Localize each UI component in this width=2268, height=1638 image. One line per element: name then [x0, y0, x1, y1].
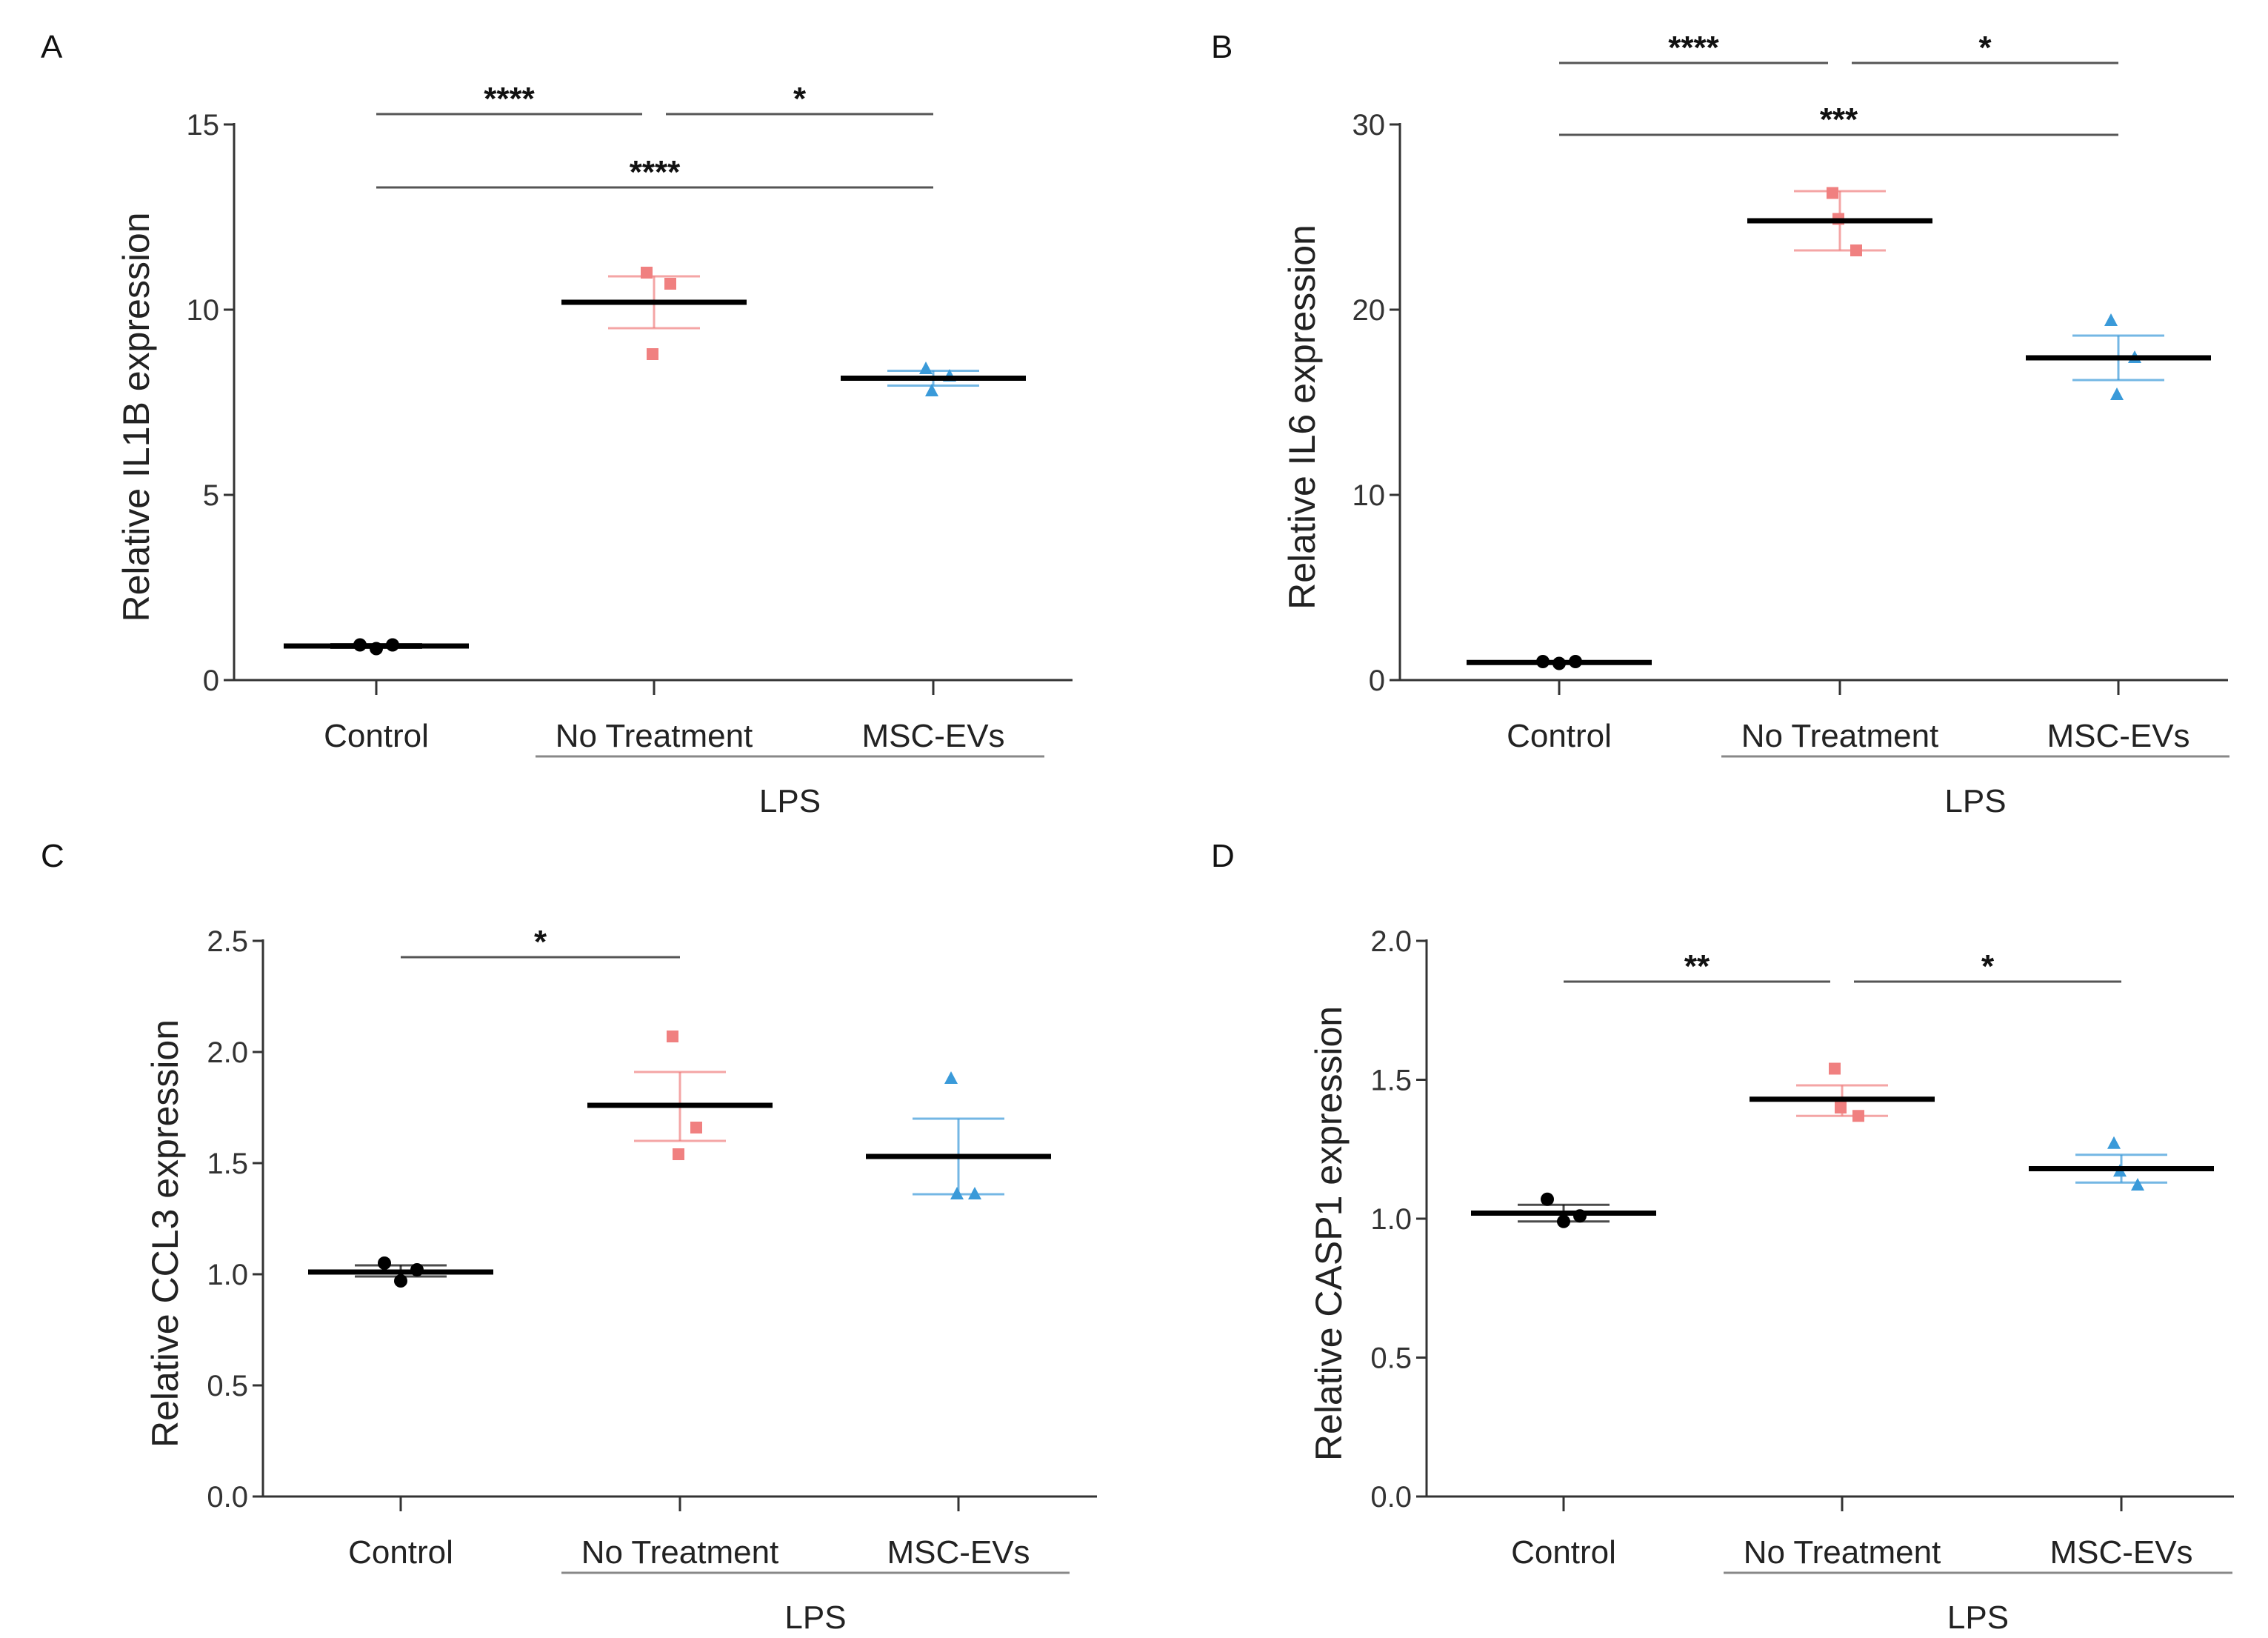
data-point [2131, 1178, 2144, 1191]
series-msc-evs [2029, 1136, 2214, 1191]
data-point [1557, 1214, 1570, 1228]
y-axis-label: Relative CCL3 expression [144, 1019, 186, 1448]
series-no-treatment [587, 1031, 773, 1160]
series-control [1467, 655, 1652, 670]
data-point [2107, 1136, 2121, 1149]
series-no-treatment [561, 267, 747, 360]
x-tick-label: Control [348, 1534, 453, 1571]
series-no-treatment [1747, 187, 1932, 256]
data-point [925, 384, 938, 396]
group-label: LPS [759, 783, 821, 819]
panel-c: C 0.0 0.5 1.0 1.5 2.0 2.5 Relative CCL3 express… [41, 838, 1097, 1636]
x-tick-label: MSC-EVs [887, 1534, 1030, 1571]
data-point [944, 1071, 958, 1084]
significance-label: **** [630, 154, 681, 190]
group-label: LPS [1947, 1599, 2009, 1636]
y-tick-label: 10 [1353, 479, 1386, 512]
series-msc-evs [841, 362, 1026, 396]
series-msc-evs [2026, 313, 2211, 400]
y-axis-label: Relative IL1B expression [116, 212, 157, 622]
series-control [308, 1256, 493, 1288]
y-tick-label: 1.5 [1370, 1065, 1412, 1097]
data-point [919, 362, 933, 374]
y-tick-label: 1.0 [1370, 1203, 1412, 1236]
y-tick-label: 30 [1353, 109, 1386, 142]
data-point [378, 1256, 391, 1270]
panel-label: C [41, 838, 64, 874]
data-point [950, 1187, 964, 1199]
x-tick-label: Control [1511, 1534, 1616, 1571]
y-axis-label: Relative CASP1 expression [1308, 1006, 1350, 1461]
significance-label: * [793, 81, 807, 117]
y-tick-label: 0.5 [1370, 1342, 1412, 1375]
significance-label: **** [484, 81, 535, 117]
significance-label: ** [1684, 948, 1710, 985]
significance-label: *** [1820, 101, 1858, 138]
group-label: LPS [1944, 783, 2006, 819]
series-msc-evs [866, 1071, 1051, 1199]
y-axis-label: Relative IL6 expression [1281, 224, 1323, 610]
data-point [1850, 244, 1862, 256]
data-point [1835, 1102, 1847, 1113]
y-tick-label: 15 [187, 109, 220, 142]
data-point [968, 1187, 981, 1199]
panel-label: A [41, 29, 63, 65]
y-tick-label: 2.5 [207, 925, 248, 958]
data-point [1827, 187, 1838, 199]
data-point [664, 278, 676, 290]
data-point [1541, 1192, 1554, 1206]
y-tick-label: 1.0 [207, 1259, 248, 1291]
x-tick-label: MSC-EVs [2049, 1534, 2192, 1571]
x-tick-label: MSC-EVs [861, 718, 1004, 754]
y-tick-label: 0 [203, 665, 219, 697]
data-point [1852, 1110, 1864, 1122]
y-tick-label: 2.0 [1370, 925, 1412, 958]
x-tick-label: No Treatment [1741, 718, 1939, 754]
panel-label: B [1211, 29, 1233, 65]
data-point [2110, 387, 2124, 400]
significance-label: * [534, 924, 547, 960]
y-tick-label: 10 [187, 294, 220, 327]
data-point [673, 1148, 684, 1160]
y-tick-label: 5 [203, 479, 219, 512]
y-tick-label: 20 [1353, 294, 1386, 327]
y-tick-label: 0 [1369, 665, 1385, 697]
x-tick-label: No Treatment [556, 718, 753, 754]
data-point [1829, 1062, 1841, 1075]
data-point [647, 348, 658, 360]
y-tick-label: 2.0 [207, 1036, 248, 1069]
data-point [641, 267, 653, 279]
data-point [667, 1031, 678, 1042]
y-tick-label: 0.5 [207, 1370, 248, 1402]
series-control [1471, 1192, 1656, 1228]
x-tick-label: No Treatment [1744, 1534, 1941, 1571]
x-tick-label: Control [324, 718, 429, 754]
group-label: LPS [784, 1599, 846, 1636]
significance-label: * [1981, 948, 1995, 985]
x-tick-label: MSC-EVs [2047, 718, 2189, 754]
data-point [2104, 313, 2118, 326]
panel-b: B 0 10 20 30 Relative IL6 expression Control No… [1211, 29, 2229, 819]
significance-label: * [1978, 30, 1992, 66]
y-tick-label: 0.0 [207, 1481, 248, 1514]
series-no-treatment [1750, 1062, 1935, 1122]
series-control [284, 638, 469, 656]
y-tick-label: 0.0 [1370, 1481, 1412, 1514]
x-tick-label: Control [1507, 718, 1612, 754]
data-point [394, 1274, 407, 1288]
data-point [690, 1122, 702, 1133]
y-tick-label: 1.5 [207, 1148, 248, 1180]
significance-label: **** [1668, 30, 1719, 66]
panel-d: D 0.0 0.5 1.0 1.5 2.0 Relative CASP1 expressio… [1211, 838, 2234, 1636]
x-tick-label: No Treatment [581, 1534, 779, 1571]
panel-label: D [1211, 838, 1235, 874]
panel-a: A 0 5 10 15 Relative IL1B expression Control No… [41, 29, 1073, 819]
